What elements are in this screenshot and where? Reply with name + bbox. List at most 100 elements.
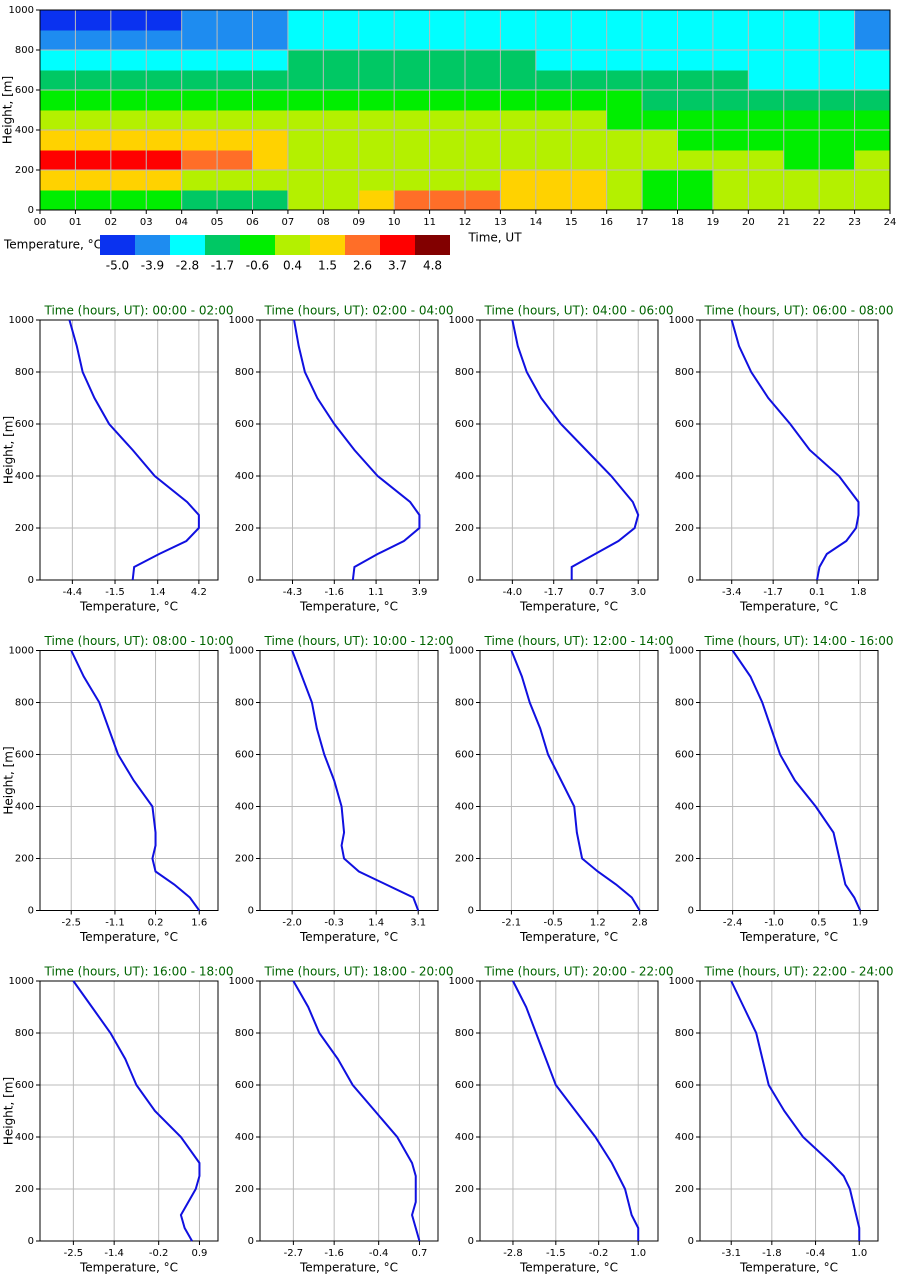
heat-cell	[500, 10, 537, 31]
heat-cell	[181, 170, 218, 191]
colorbar-tick-label: 0.4	[283, 259, 302, 273]
heat-cell	[323, 190, 360, 211]
x-axis-label: Temperature, °C	[299, 930, 398, 944]
heat-cell	[854, 190, 891, 211]
y-tick-label: 200	[455, 854, 474, 865]
x-tick-label: 3.1	[410, 918, 426, 929]
x-tick-label: 00	[34, 217, 47, 228]
subplot-title: Time (hours, UT): 08:00 - 10:00	[43, 634, 233, 648]
profile-line	[72, 980, 201, 1242]
heat-cell	[252, 170, 289, 191]
profile-line	[730, 319, 860, 581]
heat-cell	[394, 90, 431, 111]
heat-cell	[75, 70, 112, 91]
heat-cell	[571, 110, 608, 131]
heat-cell	[394, 130, 431, 151]
y-tick-label: 1000	[9, 976, 34, 987]
heat-cell	[677, 110, 714, 131]
heat-cell	[252, 110, 289, 131]
y-tick-label: 400	[15, 802, 34, 813]
y-tick-label: 600	[675, 419, 694, 430]
profile-line	[68, 319, 200, 581]
profile-line	[291, 650, 420, 911]
x-tick-label: 0.5	[811, 918, 827, 929]
heat-cell	[819, 110, 856, 131]
heat-cell	[677, 10, 714, 31]
plot-frame	[479, 650, 659, 911]
y-tick-label: 600	[15, 85, 34, 96]
heat-cell	[358, 10, 395, 31]
x-axis-label: Temperature, °C	[739, 1261, 838, 1275]
plot-frame	[479, 319, 659, 581]
x-tick-label: 1.6	[191, 918, 207, 929]
heat-cell	[146, 130, 183, 151]
y-tick-label: 200	[235, 523, 254, 534]
y-tick-label: 200	[15, 854, 34, 865]
x-tick-label: -4.0	[503, 587, 523, 598]
heat-cell	[642, 10, 678, 31]
plot-frame	[259, 319, 439, 581]
heat-cell	[146, 170, 183, 191]
colorbar-swatch	[240, 235, 275, 255]
y-tick-label: 600	[675, 1080, 694, 1091]
colorbar-tick-label: 2.6	[353, 259, 372, 273]
x-tick-label: 1.0	[630, 1248, 646, 1259]
y-tick-label: 1000	[229, 646, 254, 657]
heat-cell	[358, 70, 395, 91]
heat-cell	[287, 190, 324, 211]
heat-cell	[429, 110, 466, 131]
heat-cell	[40, 150, 76, 171]
heat-cell	[429, 150, 466, 171]
y-tick-label: 1000	[9, 646, 34, 657]
plot-frame	[259, 650, 439, 911]
heat-cell	[40, 10, 76, 31]
heat-cell	[217, 70, 253, 91]
x-tick-label: 04	[175, 217, 188, 228]
y-tick-label: 0	[28, 1236, 34, 1247]
x-tick-label: -0.5	[544, 918, 564, 929]
heat-cell	[75, 50, 112, 71]
heat-cell	[854, 10, 891, 31]
x-tick-label: 09	[352, 217, 365, 228]
heat-cell	[712, 130, 749, 151]
colorbar-swatch	[380, 235, 415, 255]
heat-cell	[500, 70, 537, 91]
x-tick-label: 1.4	[150, 587, 166, 598]
y-tick-label: 200	[15, 523, 34, 534]
heat-cell	[181, 10, 218, 31]
x-tick-label: 0.9	[192, 1248, 208, 1259]
x-tick-label: 02	[104, 217, 117, 228]
heat-cell	[217, 90, 253, 111]
heat-cell	[571, 90, 608, 111]
heat-cell	[75, 10, 112, 31]
heat-cell	[748, 190, 785, 211]
subplot-title: Time (hours, UT): 10:00 - 12:00	[263, 634, 453, 648]
heat-cell	[677, 30, 714, 51]
x-axis-label: Temperature, °C	[79, 1261, 178, 1275]
heat-cell	[394, 30, 431, 51]
heat-cell	[465, 130, 501, 151]
heat-cell	[606, 70, 643, 91]
x-tick-label: 1.2	[590, 918, 606, 929]
y-tick-label: 400	[15, 1132, 34, 1143]
heat-cell	[500, 170, 537, 191]
heat-cell	[606, 50, 643, 71]
colorbar-swatch	[170, 235, 205, 255]
x-tick-label: -0.3	[324, 918, 344, 929]
heat-cell	[323, 10, 360, 31]
x-axis-label: Temperature, °C	[519, 600, 618, 614]
heat-cell	[217, 110, 253, 131]
colorbar-tick-label: -5.0	[106, 259, 129, 273]
subplot-title: Time (hours, UT): 20:00 - 22:00	[483, 965, 673, 979]
heat-cell	[40, 130, 76, 151]
heat-cell	[571, 170, 608, 191]
heat-cell	[677, 70, 714, 91]
y-tick-label: 1000	[449, 315, 474, 326]
heat-cell	[358, 90, 395, 111]
heat-cell	[535, 170, 572, 191]
heat-cell	[429, 190, 466, 211]
heat-cell	[748, 90, 785, 111]
x-tick-label: -1.8	[762, 1248, 782, 1259]
heat-cell	[535, 50, 572, 71]
